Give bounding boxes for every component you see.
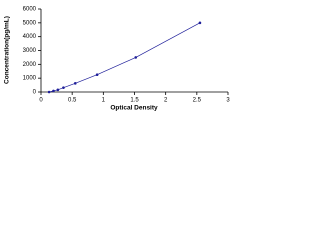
x-tick-label: 1 xyxy=(102,98,106,104)
y-axis-title: Concentration(pg/mL) xyxy=(4,16,11,84)
y-tick-label: 5000 xyxy=(23,20,37,26)
y-tick-label: 1000 xyxy=(23,76,37,82)
point xyxy=(47,90,51,94)
point xyxy=(134,56,138,59)
x-tick-label: 0 xyxy=(39,98,43,104)
y-tick-label: 0 xyxy=(33,90,37,96)
page: Optical Density Concentration(pg/mL) 0 10… xyxy=(3,6,231,112)
x-tick-label: 2 xyxy=(164,98,168,104)
y-tick-label: 6000 xyxy=(23,7,37,13)
y-tick-label: 2000 xyxy=(23,62,37,68)
x-tick-label: 1.5 xyxy=(130,98,139,104)
fit-line xyxy=(49,22,201,93)
x-axis-title: Optical Density xyxy=(110,105,158,112)
y-tick-label: 3000 xyxy=(23,48,37,54)
point xyxy=(52,89,55,93)
point xyxy=(198,21,202,25)
point xyxy=(95,73,99,77)
x-tick-label: 2.5 xyxy=(193,98,202,104)
point xyxy=(62,86,65,89)
x-tick-label: 3 xyxy=(226,98,230,104)
x-tick-label: 0.5 xyxy=(68,98,77,104)
chart: Optical Density Concentration(pg/mL) 010… xyxy=(4,7,231,112)
point xyxy=(73,82,77,85)
point xyxy=(56,88,60,92)
y-tick-label: 4000 xyxy=(23,34,37,40)
